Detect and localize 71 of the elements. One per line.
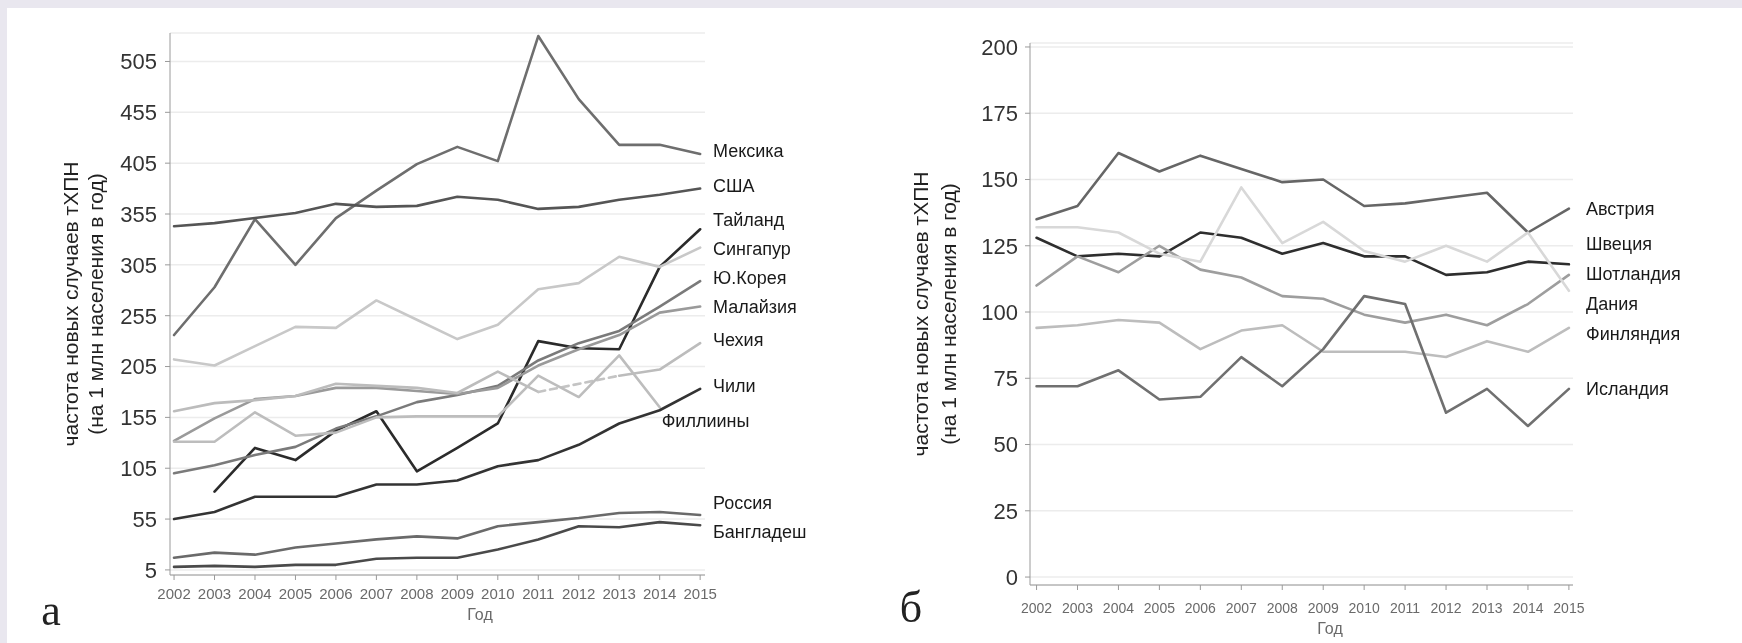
- y-tick-label: 200: [981, 34, 1018, 60]
- x-tick-label: 2002: [1020, 599, 1053, 616]
- text: а: [41, 586, 61, 635]
- series-label: Чили: [713, 375, 756, 396]
- x-tick-label: 2007: [359, 584, 394, 602]
- y-tick-label: 5: [144, 557, 157, 583]
- series-label: Финляндия: [1586, 324, 1681, 345]
- y-tick-label: 455: [120, 100, 157, 126]
- series-label: Швеция: [1586, 234, 1652, 255]
- x-tick-label: 2015: [1553, 599, 1585, 616]
- y-tick-label: 205: [120, 354, 157, 380]
- x-tick-label: 2009: [440, 584, 475, 602]
- y-tick-label: 155: [120, 405, 157, 431]
- series-label: Чехия: [713, 330, 764, 351]
- x-tick-label: 2014: [642, 584, 677, 602]
- y-tick-label: 150: [981, 167, 1018, 193]
- y-tick-label: 100: [981, 299, 1018, 325]
- y-tick-label: 505: [120, 49, 157, 75]
- series-label: Россия: [713, 492, 773, 513]
- x-tick-label: 2007: [1225, 599, 1258, 616]
- y-axis-title: частота новых случаев тХПН (на 1 млн населения в год): [908, 171, 960, 457]
- x-axis-title: Год: [1317, 620, 1344, 637]
- y-tick-label: 255: [120, 303, 157, 329]
- series-label: США: [713, 175, 755, 196]
- y-tick-label: 0: [1005, 564, 1018, 590]
- x-tick-label: 2011: [522, 584, 555, 602]
- x-tick-label: 2006: [319, 584, 353, 602]
- series-label: Тайланд: [713, 209, 785, 230]
- x-tick-label: 2006: [1184, 599, 1217, 616]
- y-tick-label: 75: [993, 366, 1018, 392]
- y-tick-label: 105: [120, 456, 157, 482]
- x-tick-label: 2012: [1430, 599, 1462, 616]
- x-tick-label: 2004: [238, 584, 272, 602]
- y-tick-label: 305: [120, 252, 157, 278]
- x-tick-label: 2005: [1143, 599, 1176, 616]
- y-tick-label: 355: [120, 201, 157, 227]
- series-label: Сингапур: [713, 238, 791, 259]
- x-tick-label: 2013: [602, 584, 636, 602]
- x-tick-label: 2013: [1471, 599, 1503, 616]
- x-tick-label: 2003: [1061, 599, 1094, 616]
- x-tick-label: 2015: [683, 584, 717, 602]
- x-tick-label: 2003: [197, 584, 232, 602]
- x-tick-label: 2004: [1102, 599, 1135, 616]
- series-label: Шотландия: [1586, 264, 1681, 285]
- x-tick-label: 2014: [1512, 599, 1544, 616]
- y-tick-label: 25: [993, 498, 1018, 524]
- x-tick-label: 2010: [1348, 599, 1380, 616]
- x-tick-label: 2008: [400, 584, 434, 602]
- x-tick-label: 2002: [157, 584, 191, 602]
- y-tick-label: 405: [120, 150, 157, 176]
- series-label: Бангладеш: [713, 521, 807, 542]
- x-tick-label: 2011: [1390, 599, 1421, 616]
- x-tick-label: 2012: [562, 584, 596, 602]
- series-label: Исландия: [1586, 378, 1669, 399]
- x-tick-label: 2009: [1307, 599, 1339, 616]
- y-tick-label: 50: [993, 432, 1018, 458]
- series-label: Ю.Корея: [713, 267, 787, 288]
- x-axis-title: Год: [467, 606, 494, 623]
- series-label: Австрия: [1586, 198, 1655, 219]
- y-tick-label: 125: [981, 233, 1018, 259]
- x-tick-label: 2010: [481, 584, 515, 602]
- y-tick-label: 175: [981, 101, 1018, 127]
- x-tick-label: 2005: [278, 584, 313, 602]
- y-tick-label: 55: [132, 506, 157, 532]
- x-tick-label: 2008: [1266, 599, 1299, 616]
- y-axis-title: частота новых случаев тХПН (на 1 млн населения в год): [58, 161, 107, 447]
- series-label: Филлиины: [661, 411, 750, 432]
- series-label: Дания: [1586, 294, 1638, 315]
- series-label: Малайзия: [713, 296, 797, 317]
- text: б: [899, 583, 923, 632]
- series-label: Мексика: [713, 141, 785, 162]
